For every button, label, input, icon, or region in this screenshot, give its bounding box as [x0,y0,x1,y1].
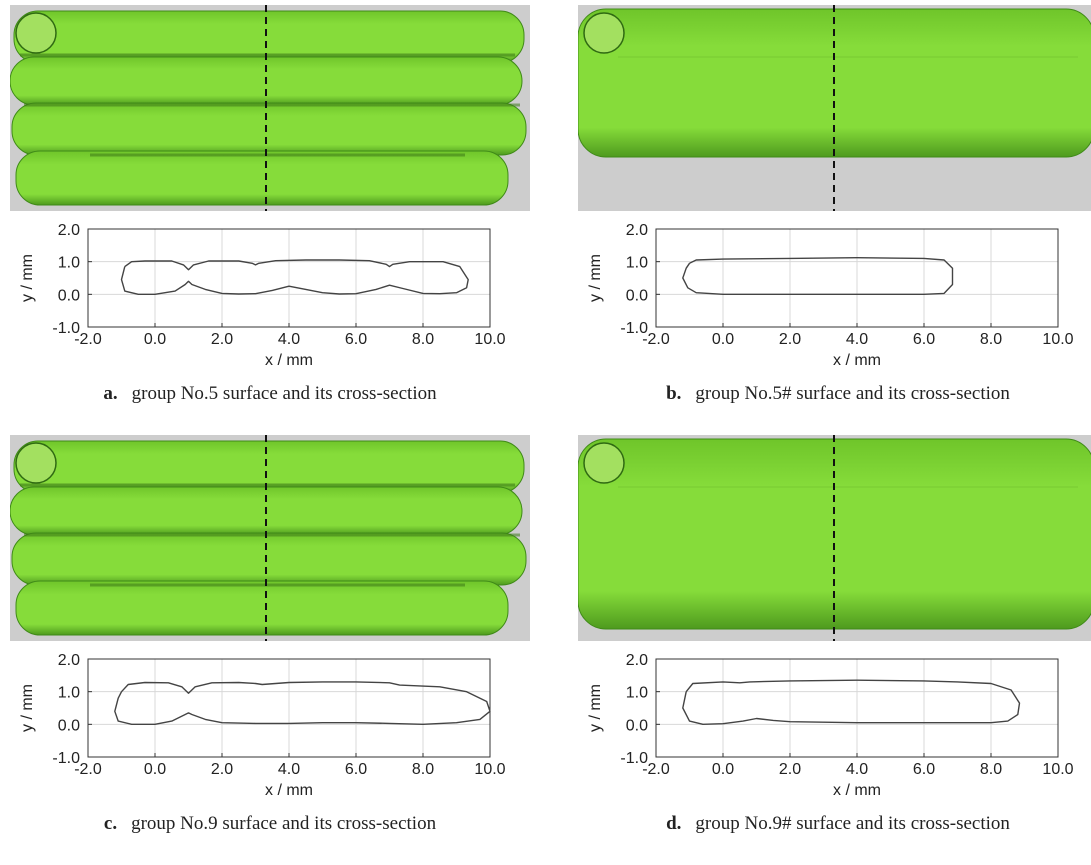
x-tick-label: 2.0 [211,331,233,348]
y-tick-label: -1.0 [52,320,80,337]
y-axis-label: y / mm [19,254,36,302]
caption-label: a. [103,383,118,404]
x-tick-label: 4.0 [278,761,300,778]
y-tick-label: 1.0 [626,255,648,272]
y-tick-label: 1.0 [626,685,648,702]
surface-render-c [10,435,530,641]
caption-label: d. [666,813,682,834]
y-tick-label: 0.0 [626,717,648,734]
start-point-marker [15,12,57,54]
caption-b: b. group No.5# surface and its cross-sect… [578,383,1091,405]
cross-section-chart-c: -2.0 0.0 2.0 4.0 6.0 8.0 10.0 -1.0 0.0 1.0 2.0 x / … [19,652,506,799]
y-tick-label: 0.0 [626,287,648,304]
surface-render-a [10,5,530,211]
caption-c: c. group No.9 surface and its cross-secti… [10,813,530,835]
bead-3 [11,102,527,156]
x-tick-label: 10.0 [1042,761,1073,778]
x-tick-label: 0.0 [712,761,734,778]
y-tick-label: 2.0 [58,222,80,239]
x-axis-label: x / mm [265,782,313,799]
cross-section-profile-1 [114,681,491,726]
x-axis-label: x / mm [833,782,881,799]
bead-4 [15,580,509,636]
y-tick-label: 2.0 [626,652,648,669]
y-tick-label: 2.0 [626,222,648,239]
cross-section-profile-1 [120,259,469,296]
x-tick-label: 4.0 [846,331,868,348]
x-tick-label: 10.0 [474,331,505,348]
x-tick-label: 0.0 [712,331,734,348]
x-axis-label: x / mm [833,352,881,369]
bead-4 [15,150,509,206]
x-tick-label: 6.0 [345,331,367,348]
cross-section-chart-a: -2.0 0.0 2.0 4.0 6.0 8.0 10.0 -1.0 0.0 1.0 2.0 x / … [19,222,506,369]
y-tick-label: -1.0 [620,750,648,767]
x-tick-label: 4.0 [278,331,300,348]
x-axis-label: x / mm [265,352,313,369]
y-tick-label: 1.0 [58,255,80,272]
y-axis-label: y / mm [587,254,604,302]
caption-d: d. group No.9# surface and its cross-sect… [578,813,1091,835]
cross-section-chart-b: -2.0 0.0 2.0 4.0 6.0 8.0 10.0 -1.0 0.0 1.0 2.0 x / … [587,222,1074,369]
x-tick-label: 8.0 [980,761,1002,778]
x-tick-label: 2.0 [779,761,801,778]
x-tick-label: 10.0 [1042,331,1073,348]
start-point-marker [15,442,57,484]
x-tick-label: -2.0 [74,761,102,778]
caption-text: group No.9 surface and its cross-section [131,813,437,834]
x-tick-label: 8.0 [412,761,434,778]
bead-3 [11,532,527,586]
cross-section-profile-1 [682,679,1021,726]
y-tick-label: -1.0 [620,320,648,337]
x-tick-label: 8.0 [980,331,1002,348]
caption-a: a. group No.5 surface and its cross-secti… [10,383,530,405]
x-tick-label: 0.0 [144,331,166,348]
x-tick-label: -2.0 [642,331,670,348]
y-tick-label: 1.0 [58,685,80,702]
x-tick-label: 6.0 [913,331,935,348]
panel-c: -2.0 0.0 2.0 4.0 6.0 8.0 10.0 -1.0 0.0 1.0 2.0 x / … [10,435,545,865]
caption-text: group No.5 surface and its cross-section [131,383,437,404]
cross-section-chart-d: -2.0 0.0 2.0 4.0 6.0 8.0 10.0 -1.0 0.0 1.0 2.0 x / … [587,652,1074,799]
caption-label: b. [666,383,682,404]
caption-text: group No.5# surface and its cross-sectio… [695,383,1010,404]
start-point-marker [583,12,625,54]
x-tick-label: -2.0 [642,761,670,778]
surface-render-b [578,5,1091,211]
x-tick-label: 2.0 [779,331,801,348]
caption-text: group No.9# surface and its cross-sectio… [695,813,1010,834]
x-tick-label: 0.0 [144,761,166,778]
x-tick-label: 2.0 [211,761,233,778]
y-axis-label: y / mm [587,684,604,732]
panel-a: -2.0 0.0 2.0 4.0 6.0 8.0 10.0 -1.0 0.0 1.0 2.0 x / … [10,5,545,435]
surface-render-d [578,435,1091,641]
panel-d: -2.0 0.0 2.0 4.0 6.0 8.0 10.0 -1.0 0.0 1.0 2.0 x / … [578,435,1091,865]
y-tick-label: -1.0 [52,750,80,767]
start-point-marker [583,442,625,484]
x-tick-label: 4.0 [846,761,868,778]
caption-label: c. [103,813,118,834]
y-tick-label: 0.0 [58,287,80,304]
cross-section-profile-1 [682,257,954,296]
x-tick-label: 10.0 [474,761,505,778]
y-tick-label: 2.0 [58,652,80,669]
y-tick-label: 0.0 [58,717,80,734]
x-tick-label: -2.0 [74,331,102,348]
y-axis-label: y / mm [19,684,36,732]
panel-b: -2.0 0.0 2.0 4.0 6.0 8.0 10.0 -1.0 0.0 1.0 2.0 x / … [578,5,1091,435]
x-tick-label: 6.0 [345,761,367,778]
x-tick-label: 8.0 [412,331,434,348]
x-tick-label: 6.0 [913,761,935,778]
